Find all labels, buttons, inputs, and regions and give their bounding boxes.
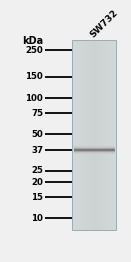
Bar xyxy=(105,41,106,230)
Bar xyxy=(79,41,80,230)
Bar xyxy=(96,41,97,230)
Bar xyxy=(97,41,98,230)
Bar xyxy=(83,41,84,230)
Bar xyxy=(82,41,83,230)
Bar xyxy=(93,41,94,230)
Bar xyxy=(91,41,92,230)
Bar xyxy=(104,41,105,230)
Text: kDa: kDa xyxy=(22,36,43,46)
Text: 20: 20 xyxy=(31,178,43,187)
Bar xyxy=(113,41,114,230)
Text: 25: 25 xyxy=(31,166,43,175)
Bar xyxy=(87,41,88,230)
Bar xyxy=(103,41,104,230)
Bar xyxy=(95,41,96,230)
Text: 75: 75 xyxy=(31,108,43,118)
Bar xyxy=(114,41,115,230)
Bar xyxy=(106,41,107,230)
Bar xyxy=(108,41,109,230)
Bar xyxy=(74,41,75,230)
Bar xyxy=(80,41,81,230)
Text: 15: 15 xyxy=(31,193,43,202)
Bar xyxy=(99,41,100,230)
Bar xyxy=(73,41,74,230)
Bar xyxy=(107,41,108,230)
Text: SW732: SW732 xyxy=(88,8,119,40)
Bar xyxy=(112,41,113,230)
Bar xyxy=(85,41,86,230)
Bar xyxy=(88,41,89,230)
Bar xyxy=(110,41,111,230)
Text: 10: 10 xyxy=(31,214,43,223)
Bar xyxy=(102,41,103,230)
Text: 150: 150 xyxy=(26,72,43,81)
Text: 250: 250 xyxy=(26,46,43,54)
Bar xyxy=(111,41,112,230)
Bar xyxy=(77,41,78,230)
Bar xyxy=(98,41,99,230)
Bar xyxy=(94,41,95,230)
Bar xyxy=(73,41,116,230)
Bar xyxy=(90,41,91,230)
Bar xyxy=(75,41,76,230)
Text: 100: 100 xyxy=(26,94,43,102)
Text: 37: 37 xyxy=(31,145,43,155)
Bar xyxy=(115,41,116,230)
Bar xyxy=(89,41,90,230)
Text: 50: 50 xyxy=(32,130,43,139)
Bar xyxy=(78,41,79,230)
Bar xyxy=(92,41,93,230)
Bar xyxy=(76,41,77,230)
Bar xyxy=(81,41,82,230)
Bar xyxy=(100,41,101,230)
Bar xyxy=(101,41,102,230)
Bar xyxy=(109,41,110,230)
Bar xyxy=(84,41,85,230)
Bar xyxy=(86,41,87,230)
